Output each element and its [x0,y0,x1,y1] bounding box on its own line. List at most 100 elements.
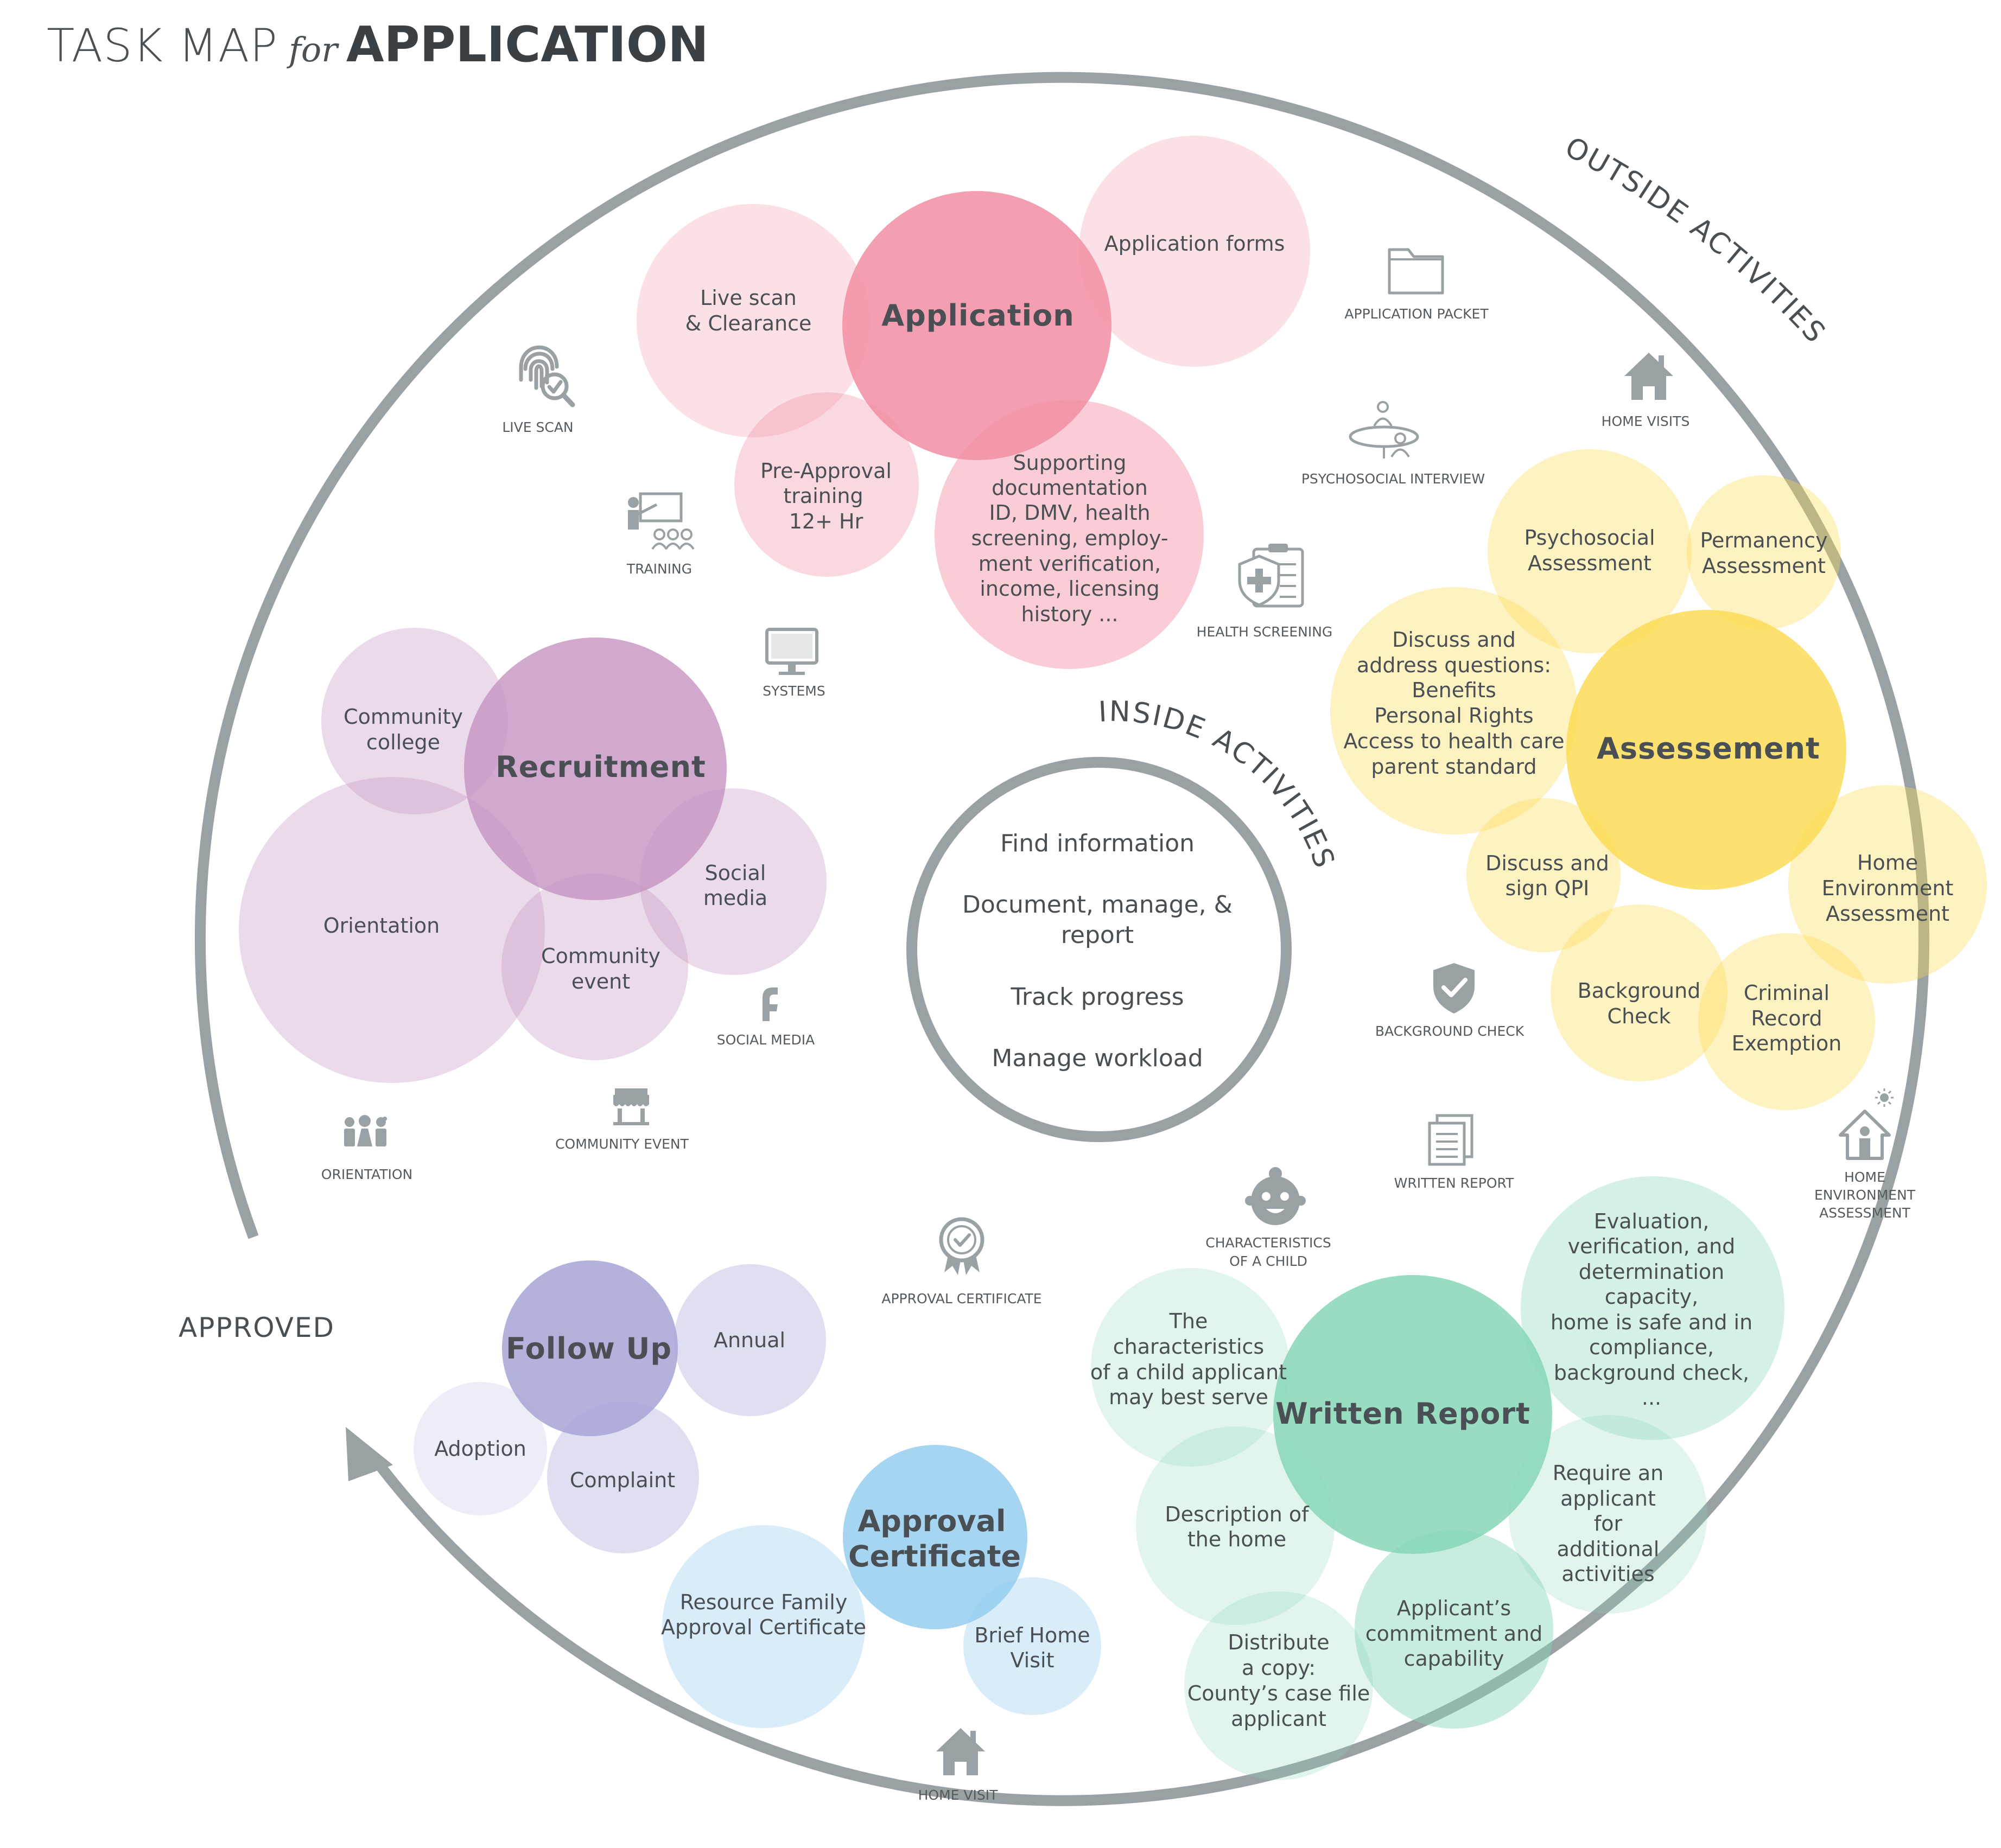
background-check-bubble[interactable] [1551,904,1727,1081]
annual-label: Annual [714,1328,785,1352]
community-college-label-1: Community [344,705,463,729]
characteristics-bubble[interactable] [1091,1268,1289,1467]
home-visit-icon-label: HOME VISIT [918,1787,999,1803]
discuss-label-6: parent standard [1371,755,1536,779]
home-env-assessment-bubble[interactable] [1788,785,1987,984]
resource-family-bubble[interactable] [662,1525,865,1728]
home-visits-icon-label: HOME VISITS [1602,413,1690,429]
assessment-cluster: Assessement Psychosocial Assessment Perm… [1330,449,1987,1110]
assessment-main-bubble[interactable] [1566,610,1846,890]
community-event-bubble[interactable] [501,874,688,1060]
description-bubble[interactable] [1136,1426,1335,1625]
interview-icon [1349,401,1419,458]
application-main-bubble[interactable] [842,191,1111,460]
supporting-label-3: ID, DMV, health [989,501,1150,525]
home-env-label-2: Environment [1822,876,1954,900]
evaluation-bubble[interactable] [1521,1176,1784,1440]
follow-up-main-bubble[interactable] [502,1260,678,1436]
social-media-label-2: media [703,886,767,910]
written-report-main-label: Written Report [1275,1397,1530,1431]
require-label-5: activities [1561,1562,1654,1586]
characteristics-icon-label-2: OF A CHILD [1229,1253,1307,1269]
permanency-assessment-bubble[interactable] [1687,475,1841,629]
distribute-bubble[interactable] [1184,1591,1373,1780]
supporting-label-4: screening, employ- [971,526,1168,550]
evaluation-label-2: verification, and [1568,1234,1736,1258]
require-label-1: Require an [1553,1461,1663,1485]
community-college-bubble[interactable] [321,628,508,814]
commitment-bubble[interactable] [1355,1530,1553,1729]
inside-document-line2: report [1061,921,1134,949]
health-screening-icon-label: HEALTH SCREENING [1197,624,1333,640]
characteristics-label-3: of a child applicant [1090,1360,1287,1384]
psychosocial-assessment-bubble[interactable] [1488,449,1692,653]
inside-document-line1: Document, manage, & [962,891,1233,919]
supporting-label-5: ment verification, [979,552,1161,576]
distribute-label-1: Distribute [1228,1630,1329,1654]
supporting-docs-bubble[interactable] [935,400,1204,669]
qpi-label-1: Discuss and [1485,851,1609,875]
pre-approval-label-2: training [783,484,863,508]
commitment-label-2: commitment and [1365,1622,1543,1646]
supporting-label-7: history ... [1021,602,1118,626]
approval-main-bubble[interactable] [843,1445,1027,1629]
approval-certificate-cluster: Approval Certificate Resource Family App… [661,1445,1101,1728]
approval-main-label-2: Certificate [848,1539,1021,1573]
evaluation-label-5: home is safe and in [1551,1310,1752,1334]
approval-main-label-1: Approval [858,1504,1006,1538]
application-forms-bubble[interactable] [1079,136,1310,367]
distribute-label-2: a copy: [1242,1656,1316,1680]
monitor-icon [765,628,818,675]
recruitment-main-bubble[interactable] [464,638,727,900]
written-report-icon-label: WRITTEN REPORT [1394,1175,1514,1191]
adoption-bubble[interactable] [414,1382,547,1515]
discuss-questions-bubble[interactable] [1330,587,1578,834]
description-label-2: the home [1187,1527,1286,1551]
page-title: TASK MAP for APPLICATION [47,16,709,87]
live-scan-bubble[interactable] [637,204,870,437]
application-main-label: Application [881,298,1074,333]
certificate-badge-icon [939,1217,984,1275]
background-label-1: Background [1578,979,1701,1003]
criminal-label-3: Exemption [1732,1031,1842,1055]
permanency-label-1: Permanency [1700,528,1827,552]
complaint-bubble[interactable] [547,1401,699,1553]
evaluation-label-6: compliance, [1589,1335,1714,1359]
annual-bubble[interactable] [674,1264,826,1416]
pre-approval-bubble[interactable] [734,392,919,577]
home-env-label-3: Assessment [1826,902,1949,926]
training-icon-label: TRAINING [626,561,692,577]
qpi-label-2: sign QPI [1505,876,1590,900]
approval-certificate-icon-label: APPROVAL CERTIFICATE [881,1291,1041,1307]
application-packet-icon-label: APPLICATION PACKET [1344,306,1489,322]
people-group-icon [344,1115,387,1146]
discuss-label-2: address questions: [1357,653,1551,677]
evaluation-label-8: ... [1642,1386,1661,1410]
shield-check-icon [1433,963,1475,1014]
orientation-bubble[interactable] [239,777,545,1083]
follow-up-cluster: Follow Up Annual Adoption Complaint [414,1260,826,1553]
resource-family-label-2: Approval Certificate [661,1615,866,1639]
inside-find-information: Find information [1000,830,1195,857]
brief-home-visit-label-2: Visit [1011,1648,1055,1672]
criminal-record-bubble[interactable] [1698,933,1875,1110]
adoption-label: Adoption [434,1437,526,1461]
community-college-label-2: college [366,730,440,754]
evaluation-label-3: determination [1579,1260,1724,1284]
title-for: for [288,30,338,69]
brief-home-visit-label-1: Brief Home [974,1623,1090,1647]
written-report-main-bubble[interactable] [1273,1275,1552,1554]
fingerprint-icon [519,345,575,407]
require-bubble[interactable] [1509,1415,1707,1614]
characteristics-label-4: may best serve [1109,1385,1268,1409]
characteristics-label-2: characteristics [1113,1335,1264,1359]
permanency-label-2: Assessment [1702,554,1826,578]
supporting-label-2: documentation [992,476,1148,500]
discuss-qpi-bubble[interactable] [1466,798,1621,952]
resource-family-label-1: Resource Family [680,1590,848,1614]
brief-home-visit-bubble[interactable] [963,1577,1101,1715]
commitment-label-1: Applicant’s [1397,1596,1511,1620]
home-env-icon-label-1: HOME [1844,1169,1885,1185]
distribute-label-4: applicant [1231,1707,1326,1731]
discuss-label-1: Discuss and [1392,628,1516,652]
